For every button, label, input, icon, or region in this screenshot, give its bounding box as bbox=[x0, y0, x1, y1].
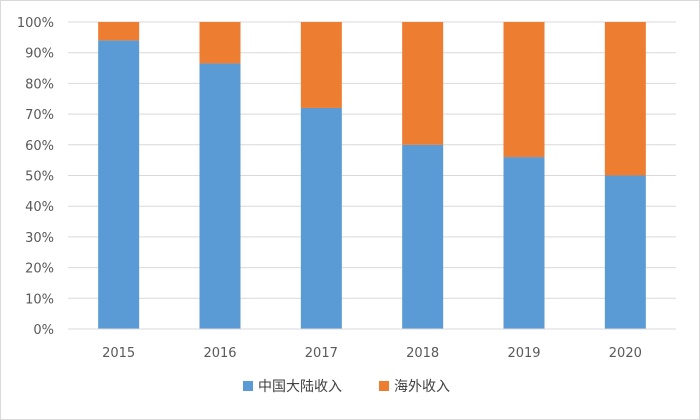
gridlines bbox=[68, 21, 676, 330]
y-tick-label: 20% bbox=[25, 262, 54, 277]
x-tick-label: 2020 bbox=[609, 346, 642, 361]
bar-overseas-2017 bbox=[300, 22, 342, 108]
x-tick-label: 2016 bbox=[203, 346, 236, 361]
y-tick-label: 100% bbox=[17, 16, 54, 31]
bar-overseas-2020 bbox=[604, 22, 646, 176]
y-tick-label: 90% bbox=[25, 47, 54, 62]
y-tick-label: 70% bbox=[25, 108, 54, 123]
bar-overseas-2019 bbox=[503, 22, 545, 158]
bar-overseas-2018 bbox=[402, 22, 444, 145]
y-tick-label: 30% bbox=[25, 231, 54, 246]
bar-mainland-2015 bbox=[98, 40, 140, 330]
x-tick-label: 2017 bbox=[305, 346, 338, 361]
y-tick-label: 50% bbox=[25, 170, 54, 185]
legend-label-mainland: 中国大陆收入 bbox=[258, 379, 342, 395]
bar-overseas-2016 bbox=[199, 22, 241, 64]
bar-overseas-2015 bbox=[98, 22, 140, 41]
y-axis-ticks: 0% 10% 20% 30% 40% 50% 60% 70% 80% 90% 100% bbox=[17, 16, 54, 338]
x-axis-ticks: 2015 2016 2017 2018 2019 2020 bbox=[68, 328, 676, 361]
x-tick-label: 2015 bbox=[102, 346, 135, 361]
x-tick-label: 2018 bbox=[406, 346, 439, 361]
y-tick-label: 80% bbox=[25, 77, 54, 92]
bar-mainland-2018 bbox=[402, 144, 444, 329]
bars bbox=[98, 22, 646, 330]
bar-mainland-2017 bbox=[300, 107, 342, 330]
legend-label-overseas: 海外收入 bbox=[394, 379, 450, 395]
bar-mainland-2019 bbox=[503, 157, 545, 329]
y-tick-label: 40% bbox=[25, 200, 54, 215]
bar-mainland-2020 bbox=[604, 175, 646, 329]
y-tick-label: 0% bbox=[33, 323, 54, 338]
legend-swatch-overseas bbox=[379, 381, 389, 391]
y-tick-label: 10% bbox=[25, 292, 54, 307]
y-tick-label: 60% bbox=[25, 139, 54, 154]
bar-mainland-2016 bbox=[199, 63, 241, 329]
x-tick-label: 2019 bbox=[507, 346, 540, 361]
legend: 中国大陆收入 海外收入 bbox=[243, 379, 450, 395]
legend-swatch-mainland bbox=[243, 381, 253, 391]
